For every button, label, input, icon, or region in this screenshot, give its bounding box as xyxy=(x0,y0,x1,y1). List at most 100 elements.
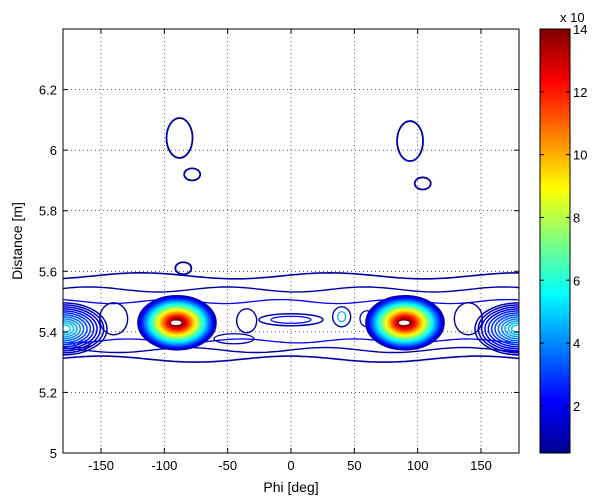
colorbar-tick-label: 6 xyxy=(573,273,580,288)
peak-contour xyxy=(145,300,209,345)
peak-contour xyxy=(166,316,188,330)
y-tick-label: 6.2 xyxy=(39,83,57,98)
contour-lines xyxy=(63,117,519,363)
peak-contour xyxy=(392,314,418,332)
peak-contour xyxy=(390,313,420,333)
edge-peak-contour xyxy=(63,308,98,350)
peak-contour xyxy=(377,303,433,342)
contour-line xyxy=(331,306,352,328)
peak-contour xyxy=(139,296,215,349)
blob-contour xyxy=(165,117,194,159)
peak-contour xyxy=(371,299,439,346)
peak-contour xyxy=(385,309,425,337)
blob-contour xyxy=(174,261,193,276)
y-ticks: 5 5.2 5.4 5.6 5.8 6 6.2 xyxy=(39,83,519,461)
contour-line xyxy=(63,298,519,305)
peak-contour xyxy=(146,301,208,344)
y-tick-label: 5.8 xyxy=(39,204,57,219)
edge-peak-contour xyxy=(63,302,108,356)
peak-contour xyxy=(393,315,417,331)
peak-contour xyxy=(396,317,414,329)
peak-contour xyxy=(150,304,204,341)
edge-peak-contour xyxy=(477,304,519,354)
peak-contour xyxy=(374,301,436,344)
peak-contour xyxy=(160,311,194,335)
x-tick-label: -100 xyxy=(151,458,177,473)
edge-peak-contour xyxy=(507,322,519,336)
peak-contour xyxy=(161,312,193,334)
peak-contour xyxy=(370,298,440,347)
colorbar-multiplier: x 10 xyxy=(560,10,585,25)
peak-contour xyxy=(397,318,413,328)
edge-peak-contour xyxy=(63,314,88,344)
peak-contour xyxy=(367,296,443,349)
contour-line xyxy=(270,315,312,324)
peak-contour xyxy=(153,306,201,340)
peak-contour xyxy=(168,317,186,329)
edge-peak-contour xyxy=(484,308,519,350)
peak-contour xyxy=(164,314,190,332)
peak-contour xyxy=(152,305,202,340)
x-tick-label: -150 xyxy=(88,458,114,473)
contour-line xyxy=(63,271,519,280)
edge-peak-contour xyxy=(63,320,78,338)
peak-contour xyxy=(381,306,429,340)
peak-contour xyxy=(143,299,211,346)
peak-contour xyxy=(373,300,437,345)
colorbar xyxy=(539,28,571,454)
peak-contour xyxy=(147,302,207,343)
blob-contour xyxy=(396,120,424,162)
x-tick-label: 150 xyxy=(470,458,492,473)
peak-contour xyxy=(158,310,196,336)
contour-line xyxy=(63,355,519,363)
contour-line xyxy=(63,338,519,344)
x-tick-label: 50 xyxy=(347,458,361,473)
edge-peak-contour xyxy=(504,320,519,338)
y-tick-label: 5.4 xyxy=(39,325,57,340)
y-tick-label: 5.2 xyxy=(39,385,57,400)
peak-contour xyxy=(165,315,189,331)
contour-line xyxy=(63,346,519,354)
colorbar-tick-label: 4 xyxy=(573,336,580,351)
peak-contour xyxy=(138,295,216,350)
peak-contour xyxy=(375,302,435,343)
peak-contour xyxy=(369,297,441,348)
colorbar-tick-label: 10 xyxy=(573,148,587,163)
peak-contour xyxy=(154,307,200,339)
colorbar-tick-label: 2 xyxy=(573,399,580,414)
y-axis-label: Distance [m] xyxy=(9,202,25,280)
x-tick-label: 0 xyxy=(287,458,294,473)
blob-contour xyxy=(413,176,432,191)
edge-peak-contour xyxy=(63,312,92,346)
peak-center xyxy=(170,320,180,325)
peak-contour xyxy=(365,294,445,351)
colorbar-tick-label: 8 xyxy=(573,210,580,225)
colorbar-tick-label: 14 xyxy=(573,22,587,37)
peak-contour xyxy=(384,308,426,338)
y-tick-label: 5.6 xyxy=(39,264,57,279)
peak-contour xyxy=(366,295,444,350)
edge-peak-contour xyxy=(63,318,82,340)
contour-line xyxy=(258,313,324,327)
x-tick-label: -50 xyxy=(218,458,237,473)
peak-contour xyxy=(157,309,197,337)
colorbar-ticks: 2 4 6 8 10 12 14 xyxy=(540,22,587,414)
peak-contour xyxy=(382,307,428,339)
peak-contour xyxy=(389,312,421,334)
peak-contour xyxy=(149,303,205,342)
contour-line xyxy=(213,333,255,345)
peak-contour xyxy=(137,294,217,351)
edge-peak-contour xyxy=(63,304,105,354)
y-tick-label: 6 xyxy=(50,143,57,158)
peak-contour xyxy=(156,308,198,338)
x-tick-label: 100 xyxy=(407,458,429,473)
x-ticks: -150 -100 -50 0 50 100 150 xyxy=(88,29,492,473)
edge-peak-contour xyxy=(487,310,519,348)
peak-contour xyxy=(394,316,416,330)
peak-center xyxy=(398,320,408,325)
contour-line xyxy=(337,311,347,323)
x-axis-label: Phi [deg] xyxy=(263,479,318,495)
contour-line xyxy=(235,308,258,334)
peak-contour xyxy=(386,310,424,336)
